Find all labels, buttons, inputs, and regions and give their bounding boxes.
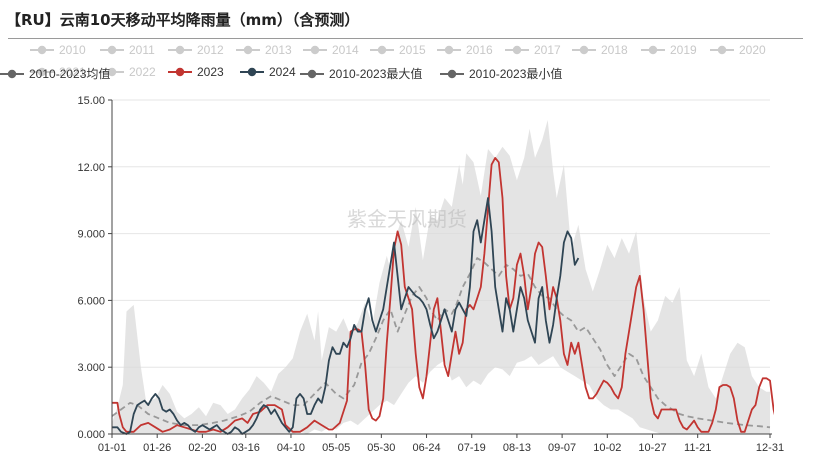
legend-marker-icon — [710, 45, 734, 55]
y-tick-label: 15.00 — [77, 95, 105, 107]
legend-label: 2010-2023最大值 — [329, 67, 423, 81]
legend-label: 2020 — [739, 43, 766, 57]
legend-label: 2015 — [399, 43, 426, 57]
x-tick-label: 05-30 — [367, 442, 395, 454]
x-tick-label: 10-02 — [593, 442, 621, 454]
x-tick-label: 09-07 — [548, 442, 576, 454]
legend-marker-icon — [505, 45, 529, 55]
legend-item-2018[interactable]: 2018 — [572, 43, 628, 57]
legend-marker-icon — [168, 67, 192, 77]
y-tick-label: 3.000 — [77, 362, 105, 374]
legend-label: 2018 — [601, 43, 628, 57]
legend-label: 2016 — [466, 43, 493, 57]
chart-legend: 2010 2011 2012 2013 2014 2015 2016 2017 2018 2019… — [0, 0, 813, 90]
legend-label: 2019 — [670, 43, 697, 57]
x-tick-label: 07-19 — [458, 442, 486, 454]
x-tick-label: 03-16 — [232, 442, 260, 454]
legend-marker-icon — [437, 45, 461, 55]
legend-item-2011[interactable]: 2011 — [100, 43, 155, 57]
series-lines — [112, 156, 774, 435]
y-tick-label: 12.00 — [77, 162, 105, 174]
legend-item-2022[interactable]: 2022 — [100, 65, 156, 79]
legend-marker-icon — [370, 45, 394, 55]
legend-label: 2023 — [197, 65, 224, 79]
x-tick-label: 12-31 — [756, 442, 784, 454]
legend-marker-icon — [168, 45, 192, 55]
legend-marker-icon — [0, 69, 24, 78]
legend-item-2017[interactable]: 2017 — [505, 43, 561, 57]
range-band — [112, 120, 770, 434]
x-tick-label: 01-01 — [98, 442, 126, 454]
x-tick-label: 11-21 — [684, 442, 711, 454]
y-tick-label: 9.000 — [77, 229, 105, 241]
legend-item-2021[interactable]: 2021 — [30, 65, 86, 79]
x-tick-label: 02-20 — [188, 442, 216, 454]
legend-item-2010-2023最小值[interactable]: 2010-2023最小值 — [440, 65, 562, 82]
legend-item-2010[interactable]: 2010 — [30, 43, 86, 57]
legend-item-2019[interactable]: 2019 — [641, 43, 697, 57]
max-min-range-area — [112, 120, 770, 434]
watermark: 紫金天风期货 — [347, 207, 467, 231]
legend-marker-icon — [572, 45, 596, 55]
legend-label: 2017 — [534, 43, 561, 57]
legend-label: 2014 — [332, 43, 359, 57]
legend-marker-icon — [240, 67, 264, 77]
legend-item-2020[interactable]: 2020 — [710, 43, 766, 57]
legend-marker-icon — [641, 45, 665, 55]
legend-label: 2024 — [269, 65, 296, 79]
title-divider — [8, 38, 803, 39]
series-line-2023 — [112, 156, 774, 433]
legend-label: 2010-2023均值 — [29, 67, 111, 81]
legend-marker-icon — [100, 67, 124, 77]
x-tick-label: 08-13 — [503, 442, 531, 454]
legend-item-2016[interactable]: 2016 — [437, 43, 493, 57]
legend-marker-icon — [100, 45, 124, 55]
legend-label: 2013 — [265, 43, 292, 57]
legend-marker-icon — [303, 45, 327, 55]
legend-marker-icon — [30, 45, 54, 55]
y-tick-label: 0.000 — [77, 429, 105, 441]
legend-marker-icon — [236, 45, 260, 55]
legend-item-2015[interactable]: 2015 — [370, 43, 426, 57]
x-tick-label: 05-05 — [322, 442, 350, 454]
legend-item-2010-2023均值[interactable]: 2010-2023均值 — [0, 65, 110, 82]
legend-marker-icon — [440, 69, 464, 78]
legend-item-2013[interactable]: 2013 — [236, 43, 292, 57]
x-tick-label: 06-24 — [412, 442, 440, 454]
legend-label: 2010-2023最小值 — [469, 67, 563, 81]
axes: 0.000 3.000 6.000 9.000 12.00 15.00 01-01 01-26… — [77, 95, 784, 454]
legend-item-2014[interactable]: 2014 — [303, 43, 359, 57]
legend-marker-icon — [300, 69, 324, 78]
legend-item-2010-2023最大值[interactable]: 2010-2023最大值 — [300, 65, 422, 82]
legend-item-2023[interactable]: 2023 — [168, 65, 224, 79]
series-line-2024 — [112, 197, 580, 435]
legend-label: 2012 — [197, 43, 224, 57]
legend-label: 2010 — [59, 43, 86, 57]
legend-item-2024[interactable]: 2024 — [240, 65, 296, 79]
x-tick-label: 01-26 — [143, 442, 171, 454]
legend-marker-icon — [30, 67, 54, 77]
legend-label: 2021 — [59, 65, 86, 79]
legend-label: 2011 — [129, 43, 155, 57]
x-tick-label: 04-10 — [277, 442, 305, 454]
chart-title: 【RU】云南10天移动平均降雨量（mm）（含预测） — [6, 11, 360, 29]
y-tick-label: 6.000 — [77, 295, 105, 307]
legend-label: 2022 — [129, 65, 156, 79]
legend-item-2012[interactable]: 2012 — [168, 43, 224, 57]
x-tick-label: 10-27 — [638, 442, 666, 454]
